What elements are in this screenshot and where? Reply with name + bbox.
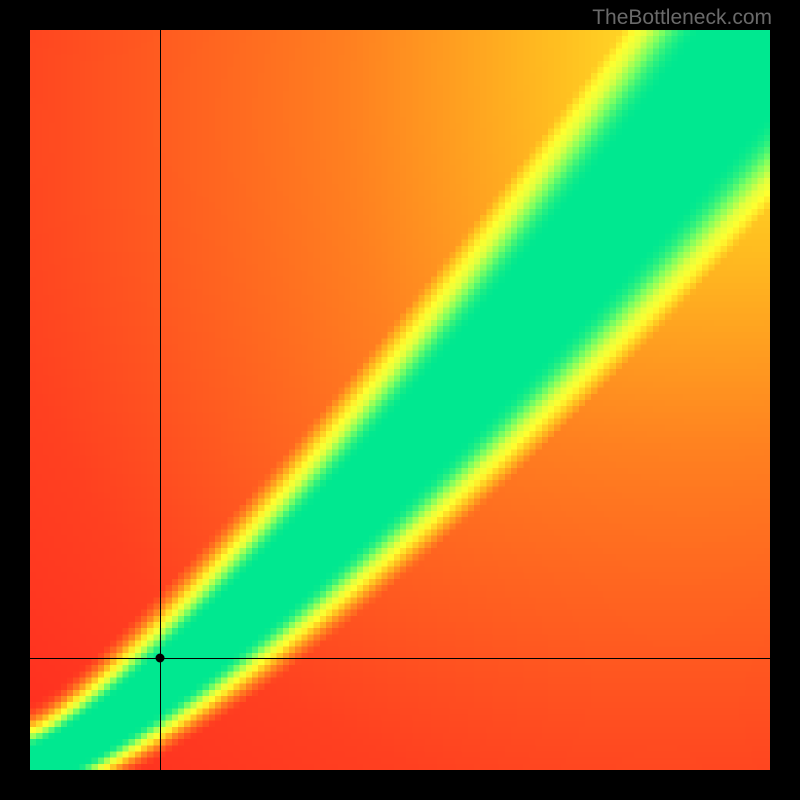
crosshair-marker: [155, 653, 164, 662]
heatmap-canvas: [30, 30, 770, 770]
bottleneck-heatmap: [30, 30, 770, 770]
crosshair-horizontal: [30, 658, 770, 659]
watermark-text: TheBottleneck.com: [592, 6, 772, 30]
